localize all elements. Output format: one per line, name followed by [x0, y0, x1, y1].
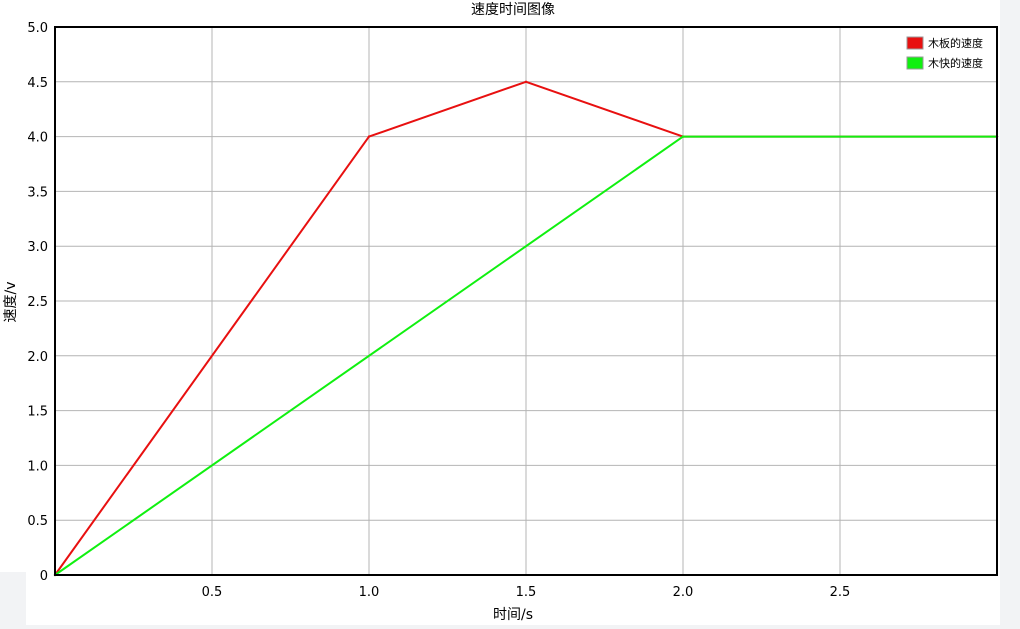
chart-panel — [0, 0, 1000, 572]
chart-title: 速度时间图像 — [471, 2, 555, 18]
x-axis-panel — [26, 572, 1000, 625]
series-1-point — [681, 135, 685, 138]
legend-swatch-board — [906, 36, 924, 50]
y-tick-label: 1.0 — [27, 459, 48, 474]
y-tick-label: 0.5 — [27, 514, 48, 529]
x-tick-label: 1.5 — [516, 585, 537, 600]
x-tick-label: 0.5 — [202, 585, 223, 600]
y-tick-label: 1.5 — [27, 405, 48, 420]
x-tick-label: 1.0 — [359, 585, 380, 600]
y-tick-label: 3.5 — [27, 185, 48, 200]
legend-swatch-block — [906, 56, 924, 70]
y-tick-label: 2.5 — [27, 295, 48, 310]
y-tick-label: 4.0 — [27, 131, 48, 146]
y-axis-label: 速度/v — [3, 281, 19, 322]
x-tick-label: 2.5 — [830, 585, 851, 600]
y-tick-label: 2.0 — [27, 350, 48, 365]
plot-frame — [54, 26, 998, 576]
series-0-point — [367, 135, 371, 138]
y-tick-label: 5.0 — [27, 21, 48, 36]
y-tick-label: 3.0 — [27, 240, 48, 255]
x-tick-labels: 0.5 1.0 1.5 2.0 2.5 — [202, 585, 851, 600]
x-axis-label: 时间/s — [493, 607, 533, 623]
legend[interactable]: 木板的速度 木快的速度 — [904, 34, 994, 74]
legend-label-block: 木快的速度 — [928, 56, 983, 70]
y-tick-labels: 0 0.5 1.0 1.5 2.0 2.5 3.0 3.5 4.0 4.5 5.0 — [27, 21, 48, 584]
series-0-point — [524, 80, 528, 84]
x-tick-label: 2.0 — [673, 585, 694, 600]
y-tick-label: 4.5 — [27, 76, 48, 91]
legend-label-board: 木板的速度 — [928, 36, 983, 50]
y-tick-label: 0 — [40, 569, 48, 584]
